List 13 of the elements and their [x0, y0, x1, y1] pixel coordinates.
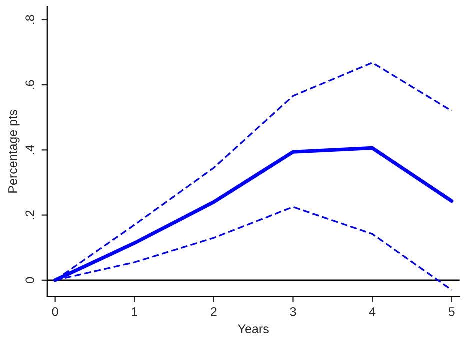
x-tick-label: 3: [290, 307, 296, 316]
y-tick-label: 0: [26, 277, 35, 284]
x-axis-title: Years: [238, 324, 269, 334]
y-tick-label: .4: [26, 145, 34, 154]
x-tick-label: 2: [211, 307, 217, 316]
x-tick-label: 5: [448, 308, 455, 316]
x-tick-label: 4: [369, 308, 376, 316]
y-tick-label: .8: [26, 15, 35, 24]
y-tick-label: .6: [26, 80, 35, 90]
x-tick-label: 0: [52, 307, 58, 316]
y-tick-label: .2: [26, 210, 34, 220]
y-axis-title: Percentage pts: [8, 110, 20, 193]
x-tick-label: 1: [132, 308, 138, 316]
